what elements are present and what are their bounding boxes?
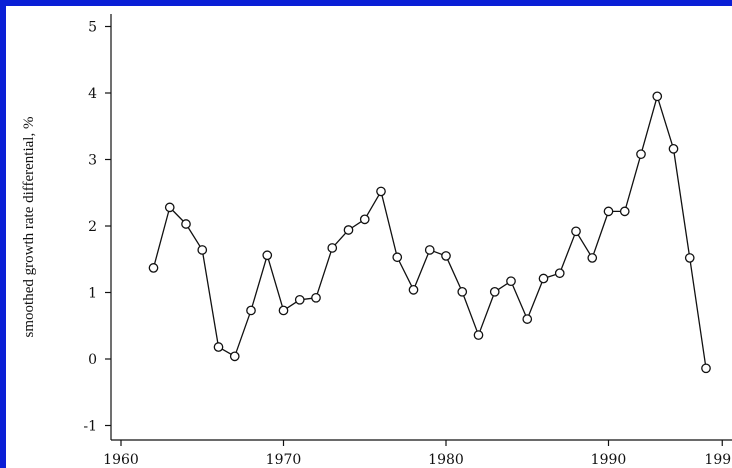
data-point: [619, 206, 630, 217]
y-tick-label: 4: [88, 86, 97, 102]
data-point: [148, 263, 159, 273]
data-point: [246, 305, 256, 316]
data-point: [684, 253, 695, 263]
data-point: [164, 202, 175, 213]
data-point: [701, 363, 711, 374]
x-tick-label: 1990: [591, 452, 627, 468]
data-point: [376, 186, 386, 197]
y-tick-label: -1: [83, 419, 97, 435]
data-point: [538, 273, 549, 284]
x-tick-label: 1997: [704, 452, 732, 468]
data-point: [197, 245, 208, 255]
data-point: [522, 314, 533, 324]
y-ticks: -1 0 1 2 3 4 5: [83, 20, 111, 435]
x-tick-label: 1980: [428, 452, 464, 468]
data-point: [636, 149, 646, 160]
data-point: [343, 225, 354, 235]
data-series: [148, 91, 711, 374]
plot-area: -1 0 1 2 3 4 5 1960 1970 1980 1990 1997: [83, 14, 732, 468]
data-point: [506, 276, 516, 287]
data-point: [424, 245, 435, 255]
data-point: [652, 91, 663, 102]
data-point: [294, 294, 305, 305]
series-line: [152, 95, 707, 369]
data-point: [473, 330, 484, 340]
data-point: [213, 342, 224, 352]
data-point: [441, 251, 451, 261]
data-point: [278, 305, 289, 316]
data-point: [327, 243, 338, 253]
data-point: [311, 292, 321, 303]
data-point: [668, 144, 679, 154]
data-point: [262, 250, 273, 261]
data-point: [359, 214, 370, 225]
y-tick-label: 1: [88, 286, 97, 302]
y-tick-label: 2: [88, 219, 97, 235]
left-border: [0, 0, 6, 468]
y-tick-label: 0: [88, 352, 97, 368]
x-ticks: 1960 1970 1980 1990 1997: [103, 440, 732, 468]
data-point: [181, 219, 191, 229]
data-point: [587, 253, 598, 263]
data-point: [489, 286, 500, 297]
data-point: [554, 268, 565, 279]
data-point: [457, 286, 468, 297]
data-point: [229, 351, 240, 362]
y-axis-label: smoothed growth rate differential, %: [21, 117, 37, 338]
data-point: [392, 252, 403, 263]
y-tick-label: 5: [88, 20, 97, 36]
y-tick-label: 3: [88, 153, 97, 169]
x-tick-label: 1960: [103, 452, 139, 468]
x-tick-label: 1970: [266, 452, 302, 468]
data-point: [408, 284, 419, 295]
data-point: [603, 206, 614, 217]
data-point: [571, 226, 581, 237]
top-border: [0, 0, 732, 6]
